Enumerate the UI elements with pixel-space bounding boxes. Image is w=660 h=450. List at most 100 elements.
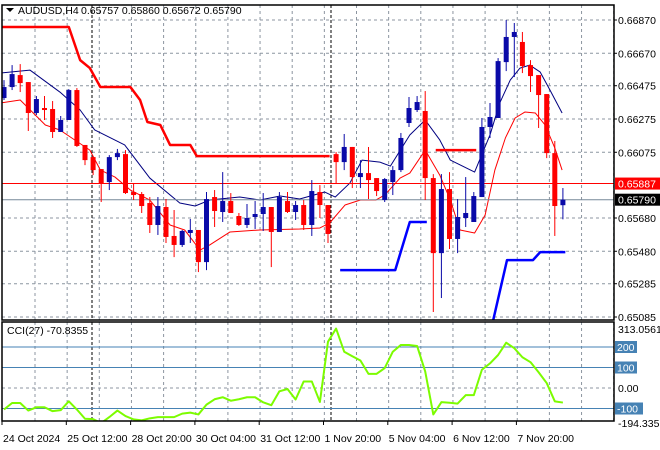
cci-label: CCI(27) -70.8355 bbox=[7, 325, 88, 337]
candle-body bbox=[374, 178, 380, 192]
cci-zero-label: 0.00 bbox=[618, 383, 639, 395]
candle-body bbox=[447, 189, 452, 239]
candle-body bbox=[114, 153, 120, 158]
bull-candle bbox=[106, 155, 112, 191]
bull-candle bbox=[179, 229, 185, 247]
candle-body bbox=[455, 217, 461, 239]
candle-body bbox=[33, 99, 39, 114]
time-label: 30 Oct 04:00 bbox=[196, 433, 256, 445]
bear-candle bbox=[285, 192, 290, 214]
candle-body bbox=[82, 144, 88, 161]
bear-candle bbox=[301, 200, 307, 230]
candle-body bbox=[131, 192, 137, 196]
candle-body bbox=[293, 205, 299, 213]
candle-body bbox=[50, 109, 56, 132]
alert-price-label: 0.65887 bbox=[618, 179, 656, 191]
bear-candle bbox=[528, 60, 533, 93]
cci-level-label: -100 bbox=[617, 404, 638, 416]
bear-candle bbox=[519, 31, 525, 74]
candles bbox=[2, 20, 566, 313]
price-tick-label: 0.66475 bbox=[618, 81, 656, 93]
cci-level-label: 200 bbox=[617, 342, 635, 354]
candle-body bbox=[155, 206, 161, 225]
candle-body bbox=[438, 189, 444, 254]
bull-candle bbox=[58, 116, 64, 132]
bull-candle bbox=[276, 192, 282, 232]
candle-body bbox=[471, 196, 477, 222]
indicator-overlays bbox=[2, 25, 614, 320]
bull-candle bbox=[479, 118, 485, 198]
bull-candle bbox=[390, 166, 396, 196]
bear-candle bbox=[123, 150, 128, 195]
candle-body bbox=[212, 197, 218, 212]
bull-candle bbox=[398, 132, 404, 173]
bull-candle bbox=[503, 20, 509, 72]
bear-candle bbox=[333, 152, 339, 184]
bear-candle bbox=[228, 193, 234, 214]
candle-body bbox=[503, 36, 509, 63]
price-tick-label: 0.65480 bbox=[618, 246, 656, 258]
bear-candle bbox=[236, 213, 242, 226]
candle-body bbox=[422, 111, 428, 179]
candle-body bbox=[349, 146, 355, 178]
candle-body bbox=[357, 173, 363, 178]
grid bbox=[2, 5, 615, 421]
candle-body bbox=[495, 61, 501, 119]
candle-body bbox=[560, 199, 566, 206]
bear-candle bbox=[171, 210, 177, 258]
bull-candle bbox=[414, 96, 420, 113]
bull-candle bbox=[382, 178, 388, 203]
bear-candle bbox=[349, 146, 355, 189]
candle-body bbox=[276, 197, 282, 232]
moving-average-line bbox=[2, 64, 563, 207]
bear-candle bbox=[50, 101, 56, 138]
cci-level-badge bbox=[615, 341, 637, 353]
time-label: 24 Oct 2024 bbox=[3, 433, 60, 445]
candle-body bbox=[25, 82, 31, 114]
bear-candle bbox=[317, 185, 323, 219]
candle-body bbox=[236, 216, 242, 225]
candle-body bbox=[123, 154, 128, 194]
price-tick-label: 0.66670 bbox=[618, 48, 656, 60]
cci-min-label: -194.3356 bbox=[618, 418, 660, 430]
bear-candle bbox=[74, 88, 80, 147]
bear-candle bbox=[98, 169, 104, 203]
candle-body bbox=[382, 179, 388, 201]
candle-body bbox=[220, 201, 226, 213]
candle-body bbox=[58, 119, 64, 132]
bear-candle bbox=[552, 140, 558, 236]
alert-price-badge bbox=[615, 177, 660, 190]
bull-candle bbox=[33, 96, 39, 116]
chart-header[interactable]: AUDUSD,H4 0.65757 0.65860 0.65672 0.6579… bbox=[6, 5, 242, 17]
cci-level-badge bbox=[615, 402, 643, 415]
bear-candle bbox=[268, 207, 274, 268]
candle-body bbox=[106, 157, 112, 183]
bull-candle bbox=[293, 201, 299, 220]
candle-body bbox=[519, 41, 525, 67]
candle-body bbox=[171, 235, 177, 245]
candle-body bbox=[204, 199, 209, 263]
last-price-badge bbox=[615, 193, 660, 206]
candle-body bbox=[195, 229, 201, 263]
bull-candle bbox=[309, 180, 315, 236]
price-tick-label: 0.65085 bbox=[618, 312, 656, 324]
cci-max-label: 313.0561 bbox=[618, 324, 660, 336]
bull-candle bbox=[341, 133, 347, 171]
bear-candle bbox=[536, 75, 542, 128]
candle-body bbox=[9, 74, 15, 88]
triangle-down-icon[interactable] bbox=[6, 8, 14, 12]
price-tick-label: 0.66870 bbox=[618, 15, 656, 27]
candle-body bbox=[430, 178, 436, 254]
last-price-label: 0.65790 bbox=[618, 195, 656, 207]
candle-body bbox=[228, 201, 234, 214]
main-panel-frame bbox=[1, 4, 615, 321]
bear-candle bbox=[147, 197, 153, 233]
candle-body bbox=[90, 157, 96, 171]
candle-body bbox=[333, 154, 339, 163]
candle-body bbox=[260, 207, 266, 215]
bull-candle bbox=[455, 199, 461, 254]
bull-candle bbox=[187, 218, 193, 243]
candle-body bbox=[317, 192, 323, 206]
candle-body bbox=[341, 146, 347, 163]
